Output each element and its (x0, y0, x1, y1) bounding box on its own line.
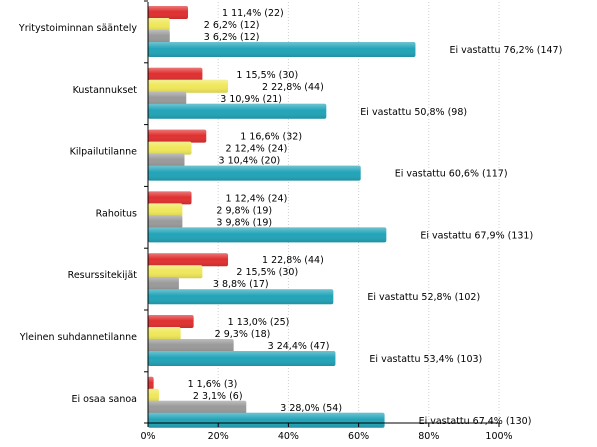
bar-highlight (148, 6, 189, 19)
bar-highlight (148, 265, 203, 279)
bar-label: 1 12,4% (24) (226, 193, 288, 204)
bar-label: 3 24,4% (47) (268, 341, 330, 352)
category-label: Rahoitus (96, 208, 137, 219)
category-label: Resurssitekijät (68, 270, 138, 281)
bar-highlight (148, 412, 385, 428)
bar-label: 3 8,8% (17) (213, 279, 269, 290)
bar-highlight (148, 79, 229, 93)
bar-highlight (148, 253, 229, 267)
bar-label: 1 11,4% (22) (222, 8, 284, 19)
bar-highlight (148, 153, 185, 167)
bar-highlight (148, 388, 159, 402)
bar-label: 3 6,2% (12) (204, 32, 260, 43)
bar-highlight (148, 18, 170, 31)
bar-highlight (148, 91, 187, 105)
bar-highlight (148, 289, 334, 305)
bar-label: 1 13,0% (25) (228, 317, 290, 328)
bar-label: Ei vastattu 50,8% (98) (360, 107, 467, 118)
bar-label: 2 15,5% (30) (236, 267, 298, 278)
x-tick-label: 100% (485, 431, 512, 442)
bar-label: 3 10,9% (21) (220, 94, 282, 105)
bar-highlight (148, 227, 387, 243)
bar-highlight (148, 42, 416, 57)
bar-highlight (148, 327, 181, 340)
bar-label: Ei vastattu 52,8% (102) (367, 292, 480, 303)
bar-label: 1 22,8% (44) (262, 255, 324, 266)
bar-highlight (148, 129, 207, 143)
bar-label: Ei vastattu 67,9% (131) (420, 230, 533, 241)
bar-highlight (148, 103, 327, 119)
bar-label: Ei vastattu 67,4% (130) (419, 416, 532, 427)
bar-label: 3 9,8% (19) (216, 217, 272, 228)
bar-label: 3 10,4% (20) (219, 156, 281, 167)
bar-highlight (148, 215, 183, 229)
category-label: Yleinen suhdannetilanne (19, 332, 137, 343)
x-tick-label: 20% (208, 431, 229, 442)
bar-highlight (148, 351, 336, 366)
bar-label: 2 9,8% (19) (216, 205, 272, 216)
x-tick-label: 60% (348, 431, 369, 442)
bar-highlight (148, 141, 192, 155)
bar-label: Ei vastattu 53,4% (103) (369, 354, 482, 365)
bar-highlight (148, 376, 154, 390)
bar-highlight (148, 30, 170, 43)
bar-label: 2 9,3% (18) (215, 329, 271, 340)
x-tick-label: 80% (418, 431, 439, 442)
bar-label: 2 3,1% (6) (193, 391, 243, 402)
bar-highlight (148, 67, 203, 81)
bar-highlight (148, 339, 234, 352)
chart-bars: 1 11,4% (22)2 6,2% (12)3 6,2% (12) Ei vas… (148, 6, 562, 428)
bar-highlight (148, 400, 247, 414)
bar-highlight (148, 203, 183, 217)
bar-highlight (148, 315, 194, 328)
bar-label: Ei vastattu 60,6% (117) (395, 169, 508, 180)
chart-grid (217, 2, 500, 423)
x-tick-label: 40% (278, 431, 299, 442)
bar-highlight (148, 277, 179, 291)
chart-axes: Yritystoiminnan sääntely Kustannukset Kilp… (18, 0, 513, 442)
bar-label: Ei vastattu 76,2% (147) (449, 45, 562, 56)
category-label: Yritystoiminnan sääntely (18, 23, 137, 34)
bar-label: 2 12,4% (24) (226, 144, 288, 155)
bar-highlight (148, 191, 192, 205)
category-label: Kustannukset (73, 85, 138, 96)
bar-label: 1 1,6% (3) (188, 379, 238, 390)
bar-label: 3 28,0% (54) (280, 403, 342, 414)
bar-label: 1 15,5% (30) (236, 70, 298, 81)
bar-label: 2 22,8% (44) (262, 82, 324, 93)
category-label: Ei osaa sanoa (71, 394, 137, 405)
bar-label: 2 6,2% (12) (204, 20, 260, 31)
category-label: Kilpailutilanne (70, 147, 138, 158)
bar-label: 1 16,6% (32) (240, 132, 302, 143)
x-tick-label: 0% (140, 431, 155, 442)
bar-highlight (148, 165, 361, 181)
